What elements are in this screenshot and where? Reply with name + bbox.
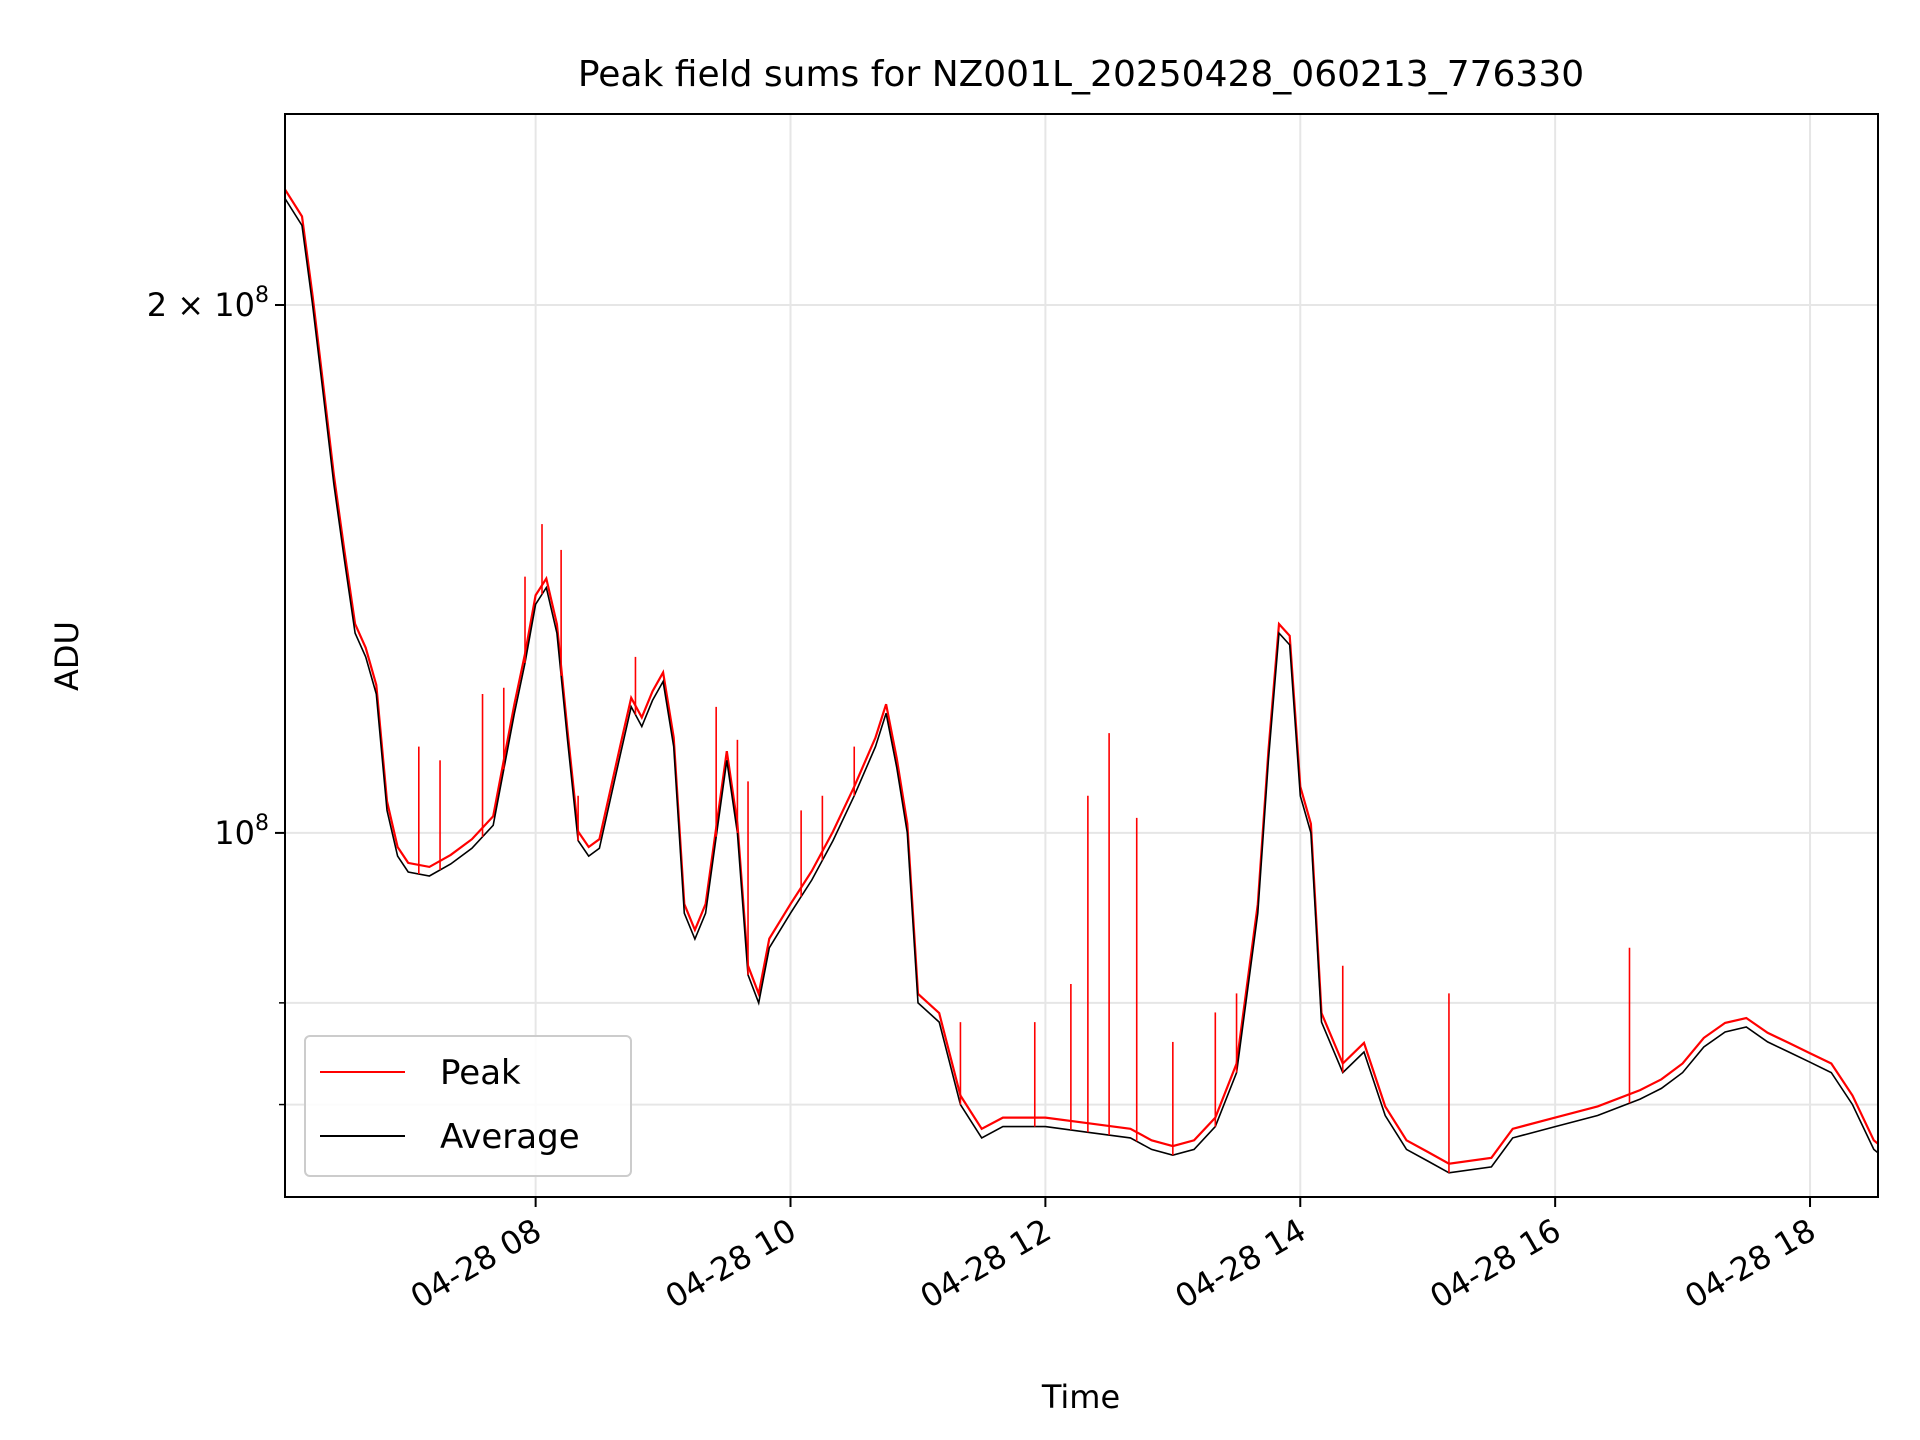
- gridlines: [285, 114, 1878, 1197]
- legend-average-label: Average: [440, 1117, 580, 1157]
- series-average-line: [285, 198, 1878, 1174]
- series-peak-line: [285, 188, 1878, 1165]
- series-layer: [285, 188, 1878, 1174]
- x-axis-label: Time: [1041, 1378, 1120, 1416]
- legend: Peak Average: [304, 1035, 632, 1177]
- y-axis-ticks: 108 2 × 108: [147, 283, 285, 1106]
- y-tick-label: 2 × 108: [147, 283, 269, 324]
- chart-title: Peak field sums for NZ001L_20250428_0602…: [578, 54, 1584, 95]
- legend-peak-label: Peak: [440, 1053, 521, 1093]
- y-tick-label: 108: [214, 811, 269, 852]
- plot-frame: [284, 113, 1879, 1198]
- y-axis-label: ADU: [48, 621, 86, 691]
